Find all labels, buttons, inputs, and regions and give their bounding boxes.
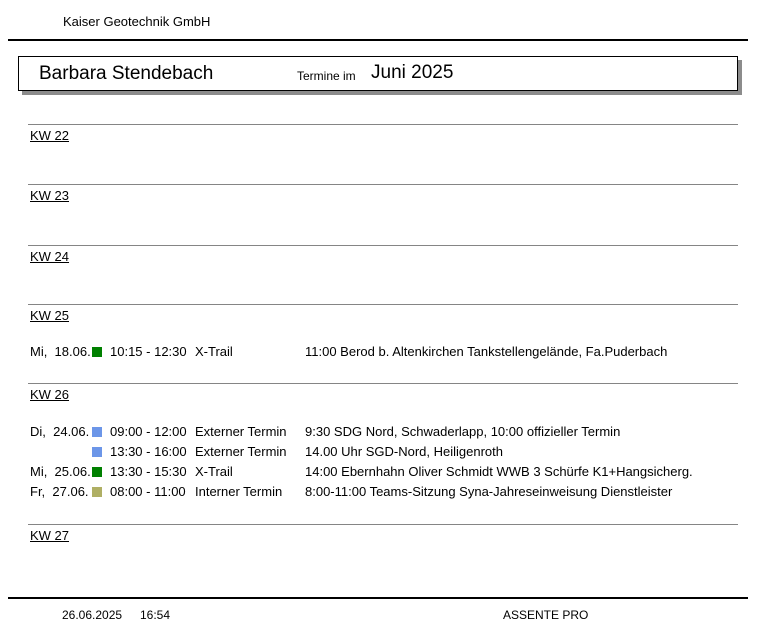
category-color-square — [92, 447, 102, 457]
appointment-description: 14.00 Uhr SGD-Nord, Heiligenroth — [305, 444, 503, 459]
appointment-type: X-Trail — [195, 344, 233, 359]
footer-app-name: ASSENTE PRO — [503, 608, 589, 622]
appointment-row: Di, 24.06. 09:00 - 12:00 Externer Termin… — [0, 424, 780, 440]
termine-label: Termine im — [297, 69, 356, 83]
appointment-time: 10:15 - 12:30 — [110, 344, 187, 359]
week-divider — [28, 184, 738, 185]
title-box: Barbara Stendebach Termine im Juni 2025 — [18, 56, 738, 91]
top-divider — [8, 39, 748, 41]
week-section-kw25: KW 25 — [0, 304, 780, 334]
category-color-square — [92, 467, 102, 477]
person-name: Barbara Stendebach — [39, 63, 214, 84]
appointment-description: 9:30 SDG Nord, Schwaderlapp, 10:00 offiz… — [305, 424, 621, 439]
appointment-time: 08:00 - 11:00 — [110, 484, 186, 499]
week-divider — [28, 383, 738, 384]
week-label-kw22: KW 22 — [30, 128, 70, 143]
appointment-row: 13:30 - 16:00 Externer Termin 14.00 Uhr … — [0, 444, 780, 460]
category-color-square — [92, 347, 102, 357]
appointment-description: 11:00 Berod b. Altenkirchen Tankstelleng… — [305, 344, 668, 359]
week-section-kw22: KW 22 — [0, 124, 780, 154]
appointment-date: Mi, 25.06. — [30, 464, 91, 479]
week-label-kw27: KW 27 — [30, 528, 70, 543]
appointment-time: 09:00 - 12:00 — [110, 424, 187, 439]
week-label-kw24: KW 24 — [30, 249, 70, 264]
footer-print-date: 26.06.2025 — [62, 608, 123, 622]
appointment-type: Externer Termin — [195, 424, 287, 439]
footer-print-time: 16:54 — [140, 608, 171, 622]
week-divider — [28, 304, 738, 305]
appointment-type: Externer Termin — [195, 444, 287, 459]
appointment-type: X-Trail — [195, 464, 233, 479]
appointment-time: 13:30 - 16:00 — [110, 444, 187, 459]
appointment-date: Di, 24.06. — [30, 424, 90, 439]
month-title: Juni 2025 — [371, 62, 454, 83]
appointment-row: Fr, 27.06. 08:00 - 11:00 Interner Termin… — [0, 484, 780, 500]
appointment-row: Mi, 25.06. 13:30 - 15:30 X-Trail 14:00 E… — [0, 464, 780, 480]
week-divider — [28, 524, 738, 525]
week-divider — [28, 245, 738, 246]
week-section-kw26: KW 26 — [0, 383, 780, 413]
appointment-row: Mi, 18.06. 10:15 - 12:30 X-Trail 11:00 B… — [0, 344, 780, 360]
appointment-description: 14:00 Ebernhahn Oliver Schmidt WWB 3 Sch… — [305, 464, 693, 479]
week-label-kw26: KW 26 — [30, 387, 70, 402]
footer-divider — [8, 597, 748, 599]
appointment-description: 8:00-11:00 Teams-Sitzung Syna-Jahreseinw… — [305, 484, 673, 499]
week-section-kw23: KW 23 — [0, 184, 780, 214]
company-name: Kaiser Geotechnik GmbH — [63, 14, 211, 29]
week-section-kw27: KW 27 — [0, 524, 780, 554]
category-color-square — [92, 427, 102, 437]
appointment-date: Fr, 27.06. — [30, 484, 89, 499]
appointment-date: Mi, 18.06. — [30, 344, 91, 359]
week-divider — [28, 124, 738, 125]
week-label-kw23: KW 23 — [30, 188, 70, 203]
category-color-square — [92, 487, 102, 497]
week-label-kw25: KW 25 — [30, 308, 70, 323]
appointment-type: Interner Termin — [195, 484, 283, 499]
appointment-time: 13:30 - 15:30 — [110, 464, 187, 479]
week-section-kw24: KW 24 — [0, 245, 780, 275]
